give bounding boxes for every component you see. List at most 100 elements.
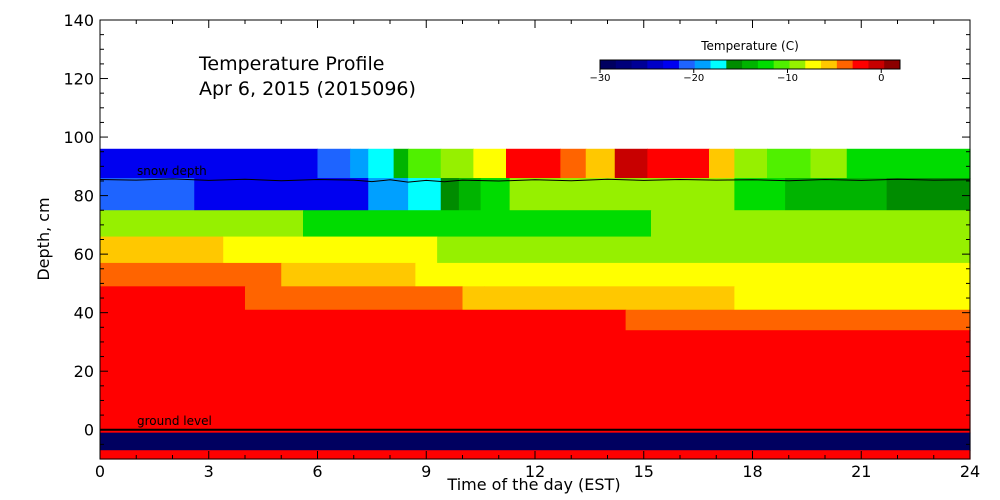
heatmap-cell-3-2 xyxy=(437,236,971,264)
colorbar-tick-label-1: −20 xyxy=(683,73,704,84)
snow-depth-annotation: snow depth xyxy=(137,164,207,178)
heatmap-cell-0-9 xyxy=(560,148,587,179)
heatmap-cell-1-8 xyxy=(734,178,786,211)
colorbar-swatch-0 xyxy=(600,60,617,69)
heatmap-cell-1-6 xyxy=(480,178,511,211)
x-tick-label-7: 21 xyxy=(851,462,871,481)
x-tick-label-1: 3 xyxy=(204,462,214,481)
heatmap-cell-5-0 xyxy=(100,286,246,311)
heatmap-cell-8-0 xyxy=(100,432,971,451)
y-tick-label-0: 0 xyxy=(84,421,94,440)
heatmap-cell-0-7 xyxy=(473,148,507,179)
heatmap-cell-3-0 xyxy=(100,236,224,264)
x-tick-label-3: 9 xyxy=(421,462,431,481)
colorbar-swatch-7 xyxy=(710,60,727,69)
heatmap-cell-0-15 xyxy=(767,148,812,179)
heatmap-cell-0-6 xyxy=(440,148,474,179)
x-axis-label: Time of the day (EST) xyxy=(446,475,620,494)
colorbar-swatch-18 xyxy=(884,60,901,69)
heatmap-cell-0-8 xyxy=(506,148,561,179)
chart-title-line-2: Apr 6, 2015 (2015096) xyxy=(199,78,416,100)
y-tick-label-4: 80 xyxy=(74,187,94,206)
y-tick-label-5: 100 xyxy=(63,128,94,147)
y-tick-label-2: 40 xyxy=(74,304,94,323)
heatmap-cell-5-2 xyxy=(462,286,485,311)
heatmap-cell-1-7 xyxy=(509,178,735,211)
heatmap-cell-4-0 xyxy=(100,262,282,287)
colorbar-swatch-12 xyxy=(789,60,806,69)
colorbar-swatch-4 xyxy=(663,60,680,69)
heatmap-cell-1-10 xyxy=(886,178,971,211)
heatmap-cell-0-2 xyxy=(350,148,369,179)
axis-ticks: 0 3 6 9 12 15 18 21 24 0 20 40 60 80 100 120 140 xyxy=(63,11,980,481)
x-tick-label-8: 24 xyxy=(960,462,980,481)
x-tick-label-6: 18 xyxy=(742,462,762,481)
colorbar-tick-label-0: −30 xyxy=(589,73,610,84)
colorbar-swatch-10 xyxy=(757,60,775,69)
heatmap-cell-1-3 xyxy=(408,178,442,211)
colorbar-swatch-2 xyxy=(631,60,648,69)
colorbar-swatch-11 xyxy=(773,60,790,69)
y-axis-label: Depth, cm xyxy=(34,197,53,280)
colorbar-swatches xyxy=(599,59,901,70)
heatmap-cell-5-4 xyxy=(734,286,971,311)
colorbar-tick-label-3: 0 xyxy=(878,73,884,84)
heatmap-cell-1-4 xyxy=(440,178,460,211)
heatmap-cell-0-4 xyxy=(393,148,409,179)
heatmap-cells xyxy=(100,148,971,460)
heatmap-cell-0-10 xyxy=(585,148,616,179)
heatmap-cell-0-16 xyxy=(810,148,848,179)
heatmap-cell-6-0 xyxy=(100,309,627,331)
colorbar-swatch-3 xyxy=(647,60,664,69)
heatmap-cell-0-5 xyxy=(408,148,442,179)
heatmap-cell-0-14 xyxy=(734,148,768,179)
heatmap-cell-0-13 xyxy=(709,148,735,179)
colorbar-swatch-16 xyxy=(852,60,869,69)
colorbar-swatch-9 xyxy=(742,60,759,69)
y-tick-label-6: 120 xyxy=(63,70,94,89)
y-tick-label-7: 140 xyxy=(63,11,94,30)
heatmap-cell-4-1 xyxy=(281,262,416,287)
colorbar-swatch-5 xyxy=(678,60,696,69)
heatmap-cell-5-1 xyxy=(245,286,464,311)
colorbar-swatch-13 xyxy=(805,60,822,69)
colorbar-title: Temperature (C) xyxy=(700,39,799,53)
y-tick-label-1: 20 xyxy=(74,362,94,381)
colorbar-tick-label-2: −10 xyxy=(777,73,798,84)
colorbar-swatch-6 xyxy=(694,60,712,69)
heatmap-cell-0-0 xyxy=(100,148,319,179)
heatmap-cell-7-0 xyxy=(100,330,971,434)
heatmap-cell-1-9 xyxy=(785,178,888,211)
x-tick-label-0: 0 xyxy=(95,462,105,481)
colorbar-frame xyxy=(599,59,901,70)
heatmap-cell-0-1 xyxy=(317,148,351,179)
heatmap-cell-4-2 xyxy=(415,262,971,287)
heatmap-cell-3-1 xyxy=(223,236,438,264)
x-tick-label-5: 15 xyxy=(634,462,654,481)
heatmap-cell-2-2 xyxy=(651,210,971,238)
colorbar-swatch-8 xyxy=(726,60,743,69)
heatmap-cell-0-3 xyxy=(368,148,395,179)
colorbar-swatch-17 xyxy=(868,60,885,69)
colorbar: Temperature (C) −30 −20 −10 0 xyxy=(589,39,901,84)
heatmap-cell-6-1 xyxy=(625,309,971,331)
ground-level-annotation: ground level xyxy=(137,414,212,428)
snow-depth-line xyxy=(99,178,971,183)
heatmap-cell-2-0 xyxy=(100,210,304,238)
heatmap-cell-0-17 xyxy=(846,148,971,179)
colorbar-swatch-1 xyxy=(615,60,633,69)
colorbar-swatch-14 xyxy=(821,60,838,69)
heatmap-cell-2-1 xyxy=(303,210,652,238)
colorbar-swatch-15 xyxy=(836,60,854,69)
y-tick-label-3: 60 xyxy=(74,245,94,264)
heatmap-cell-0-11 xyxy=(614,148,648,179)
x-tick-label-2: 6 xyxy=(312,462,322,481)
chart-title-line-1: Temperature Profile xyxy=(198,53,384,75)
colorbar-ticks: −30 −20 −10 0 xyxy=(589,69,884,84)
heatmap-cell-1-1 xyxy=(194,178,369,211)
x-tick-label-4: 12 xyxy=(525,462,545,481)
heatmap-cell-1-0 xyxy=(100,178,195,211)
heatmap-cell-0-12 xyxy=(647,148,710,179)
heatmap-cell-1-5 xyxy=(458,178,482,211)
